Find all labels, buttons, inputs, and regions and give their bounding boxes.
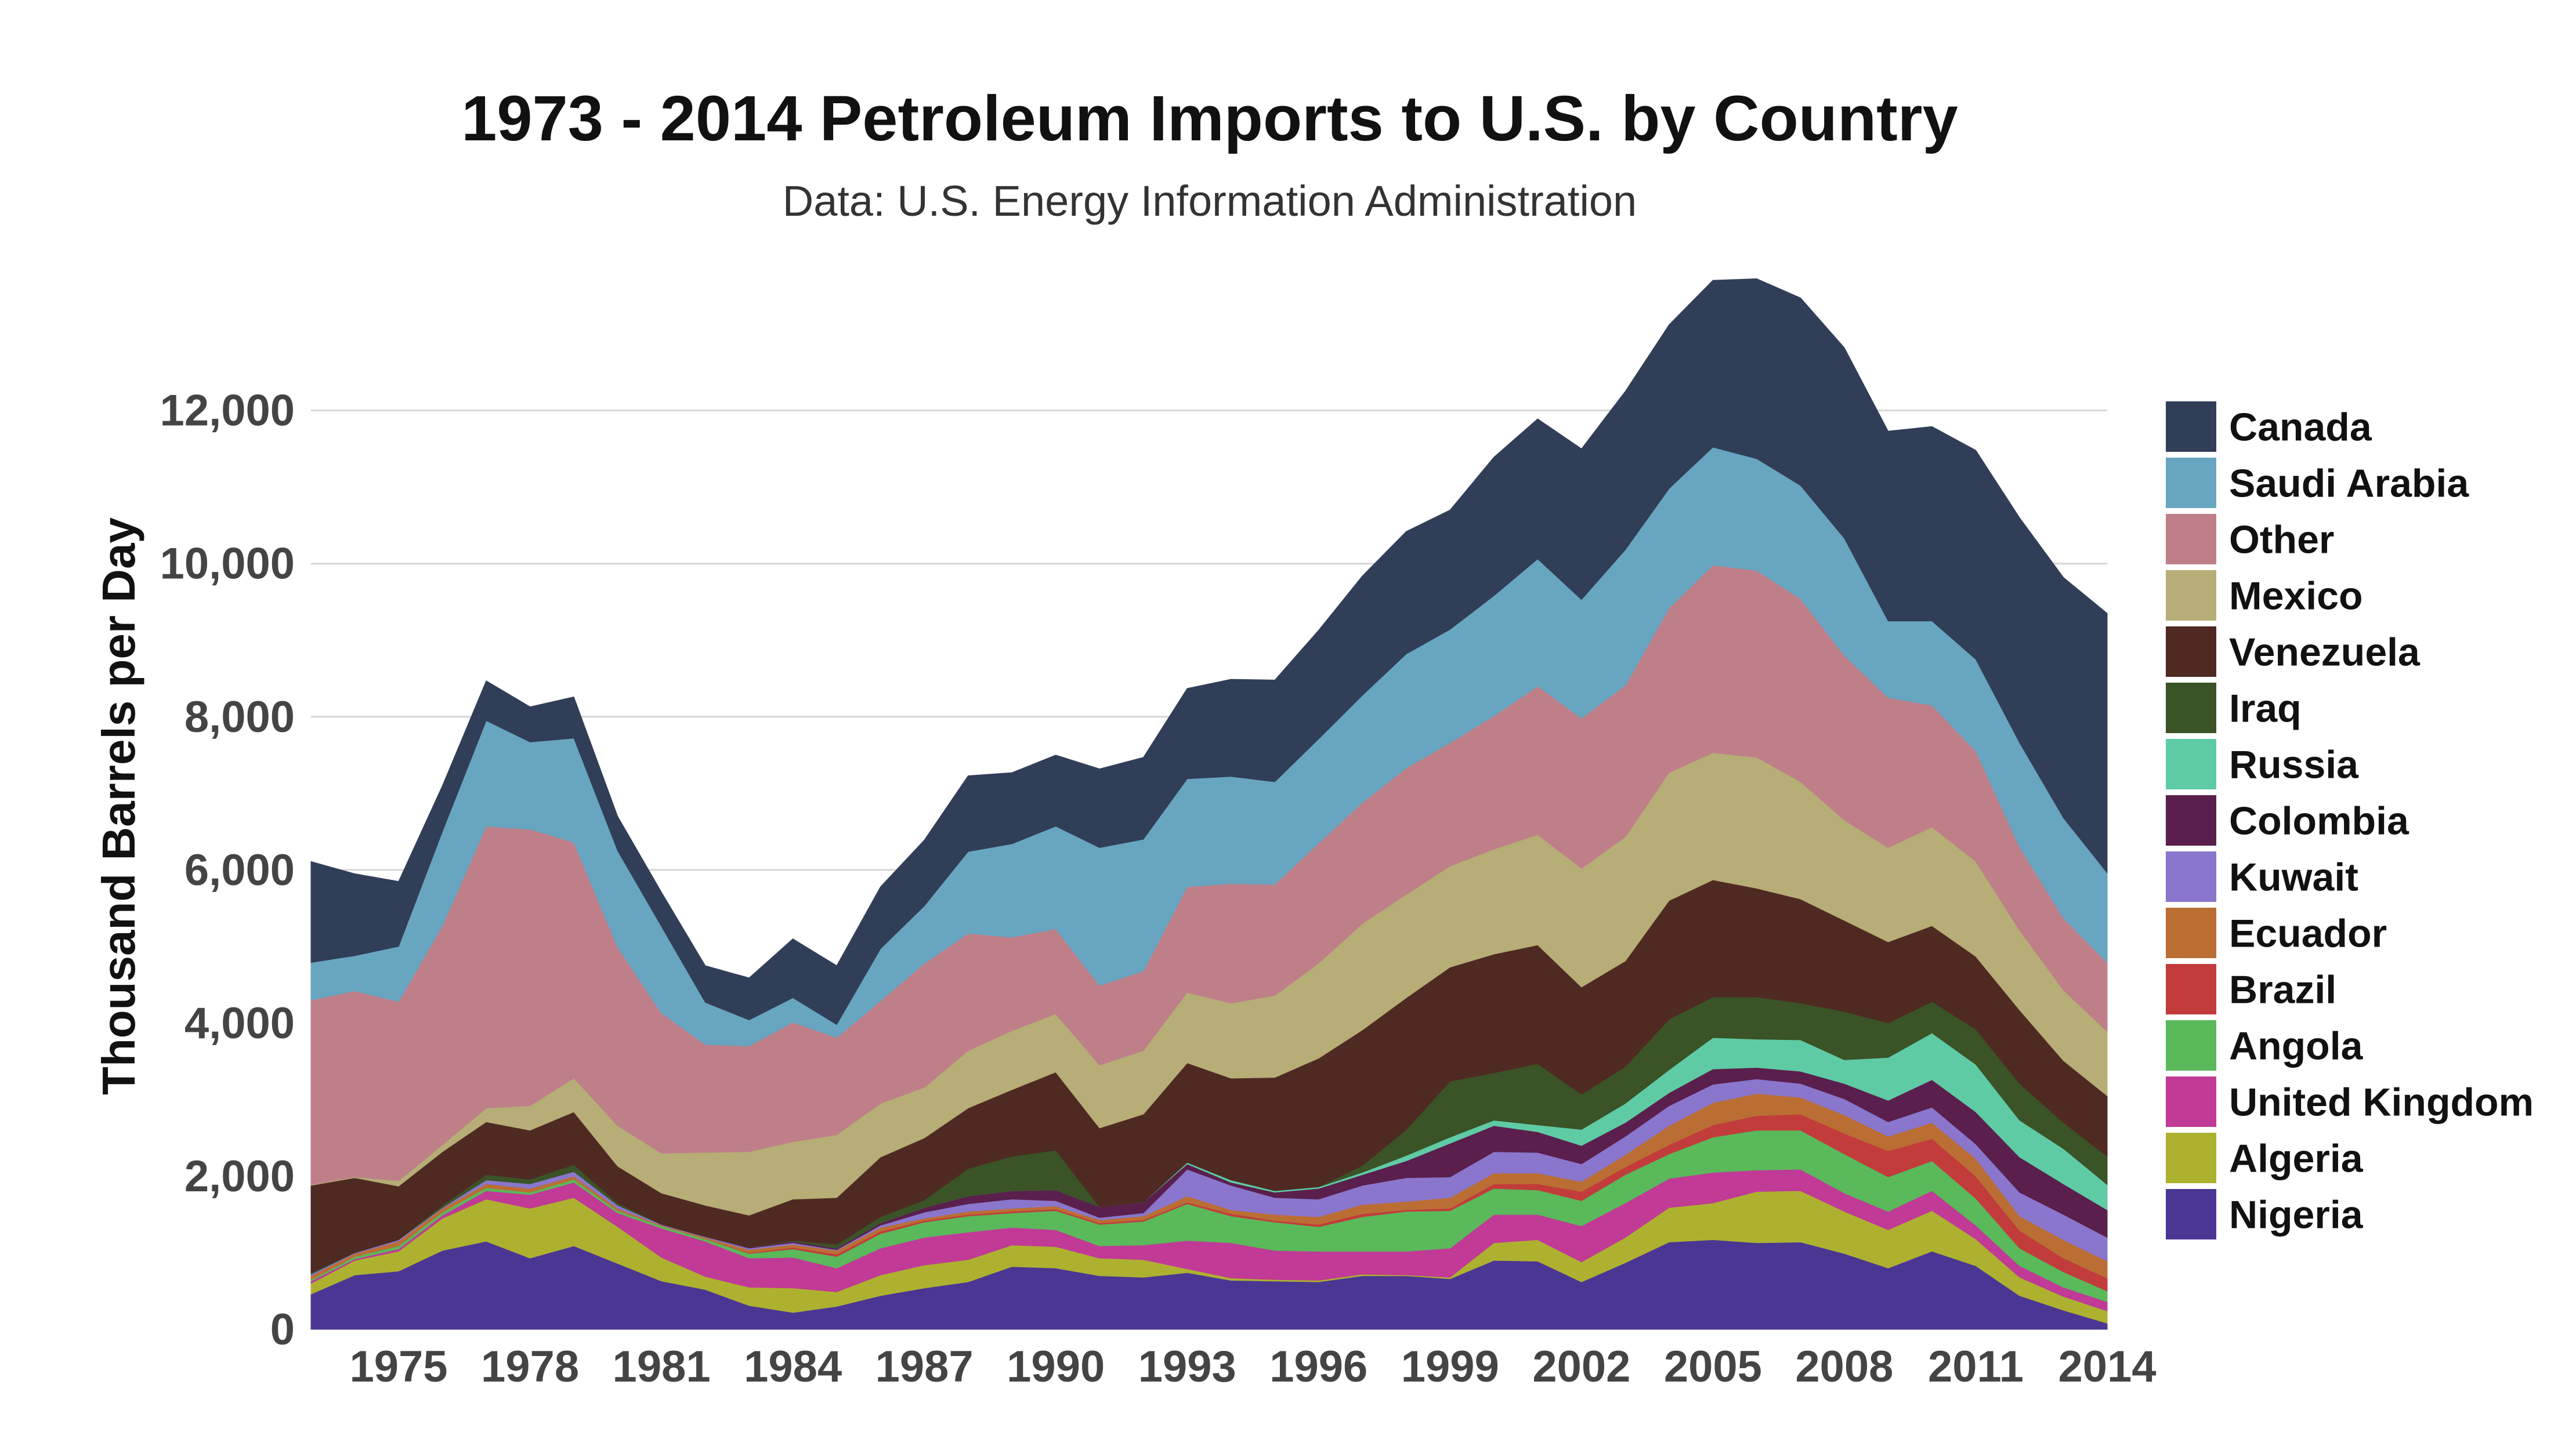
x-tick-label: 2005: [1664, 1342, 1762, 1391]
legend-swatch-ecuador: [2166, 908, 2216, 958]
legend: Canada Saudi Arabia Other Mexico Venezuela Ir…: [2166, 401, 2534, 1239]
legend-label-angola: Angola: [2229, 1024, 2364, 1068]
legend-swatch-mexico: [2166, 570, 2216, 621]
legend-swatch-colombia: [2166, 795, 2216, 846]
x-tick-label: 1990: [1007, 1342, 1105, 1391]
y-tick-label: 0: [270, 1305, 295, 1354]
y-tick-label: 6,000: [184, 846, 295, 895]
x-tick-label: 2014: [2058, 1342, 2156, 1391]
legend-label-brazil: Brazil: [2229, 968, 2336, 1012]
legend-label-ecuador: Ecuador: [2229, 912, 2387, 956]
x-axis: 1975 1978 1981 1984 1987 1990 1993 1996 1999 2002…: [349, 1342, 2156, 1391]
legend-swatch-saudi-arabia: [2166, 458, 2216, 508]
x-tick-label: 2008: [1795, 1342, 1893, 1391]
legend-swatch-kuwait: [2166, 851, 2216, 902]
legend-label-kuwait: Kuwait: [2229, 855, 2358, 900]
legend-label-mexico: Mexico: [2229, 574, 2363, 618]
legend-label-venezuela: Venezuela: [2229, 630, 2421, 675]
legend-label-united-kingdom: United Kingdom: [2229, 1081, 2534, 1125]
x-tick-label: 1987: [875, 1342, 974, 1391]
x-tick-label: 1978: [481, 1342, 579, 1391]
y-axis-label: Thousand Barrels per Day: [93, 517, 144, 1095]
legend-label-russia: Russia: [2229, 743, 2359, 787]
x-tick-label: 2002: [1532, 1342, 1630, 1391]
legend-swatch-canada: [2166, 401, 2216, 452]
chart-subtitle: Data: U.S. Energy Information Administra…: [783, 177, 1637, 225]
x-tick-label: 1993: [1138, 1342, 1236, 1391]
x-tick-label: 1996: [1269, 1342, 1367, 1391]
legend-swatch-nigeria: [2166, 1189, 2216, 1239]
legend-swatch-brazil: [2166, 964, 2216, 1014]
plot-area: [310, 278, 2108, 1330]
y-tick-label: 10,000: [160, 539, 295, 589]
chart-title: 1973 - 2014 Petroleum Imports to U.S. by…: [461, 83, 1958, 154]
y-tick-label: 2,000: [184, 1152, 295, 1201]
x-tick-label: 1984: [744, 1342, 842, 1391]
legend-swatch-united-kingdom: [2166, 1076, 2216, 1127]
legend-label-saudi-arabia: Saudi Arabia: [2229, 462, 2469, 506]
y-axis: 0 2,000 4,000 6,000 8,000 10,000 12,000: [160, 386, 295, 1354]
x-tick-label: 1981: [613, 1342, 711, 1391]
legend-swatch-venezuela: [2166, 626, 2216, 677]
legend-label-iraq: Iraq: [2229, 687, 2302, 731]
x-tick-label: 2011: [1928, 1342, 2024, 1391]
legend-label-canada: Canada: [2229, 405, 2372, 449]
x-tick-label: 1975: [349, 1342, 447, 1391]
legend-swatch-algeria: [2166, 1133, 2216, 1183]
legend-swatch-russia: [2166, 739, 2216, 789]
y-tick-label: 12,000: [160, 386, 295, 436]
legend-swatch-iraq: [2166, 683, 2216, 733]
legend-label-colombia: Colombia: [2229, 799, 2409, 843]
legend-label-other: Other: [2229, 518, 2334, 562]
area-canada: [310, 278, 2108, 1025]
y-tick-label: 8,000: [184, 693, 295, 742]
legend-label-nigeria: Nigeria: [2229, 1193, 2364, 1237]
legend-swatch-angola: [2166, 1020, 2216, 1071]
y-tick-label: 4,000: [184, 999, 295, 1048]
legend-label-algeria: Algeria: [2229, 1137, 2364, 1181]
x-tick-label: 1999: [1401, 1342, 1499, 1391]
legend-swatch-other: [2166, 514, 2216, 564]
